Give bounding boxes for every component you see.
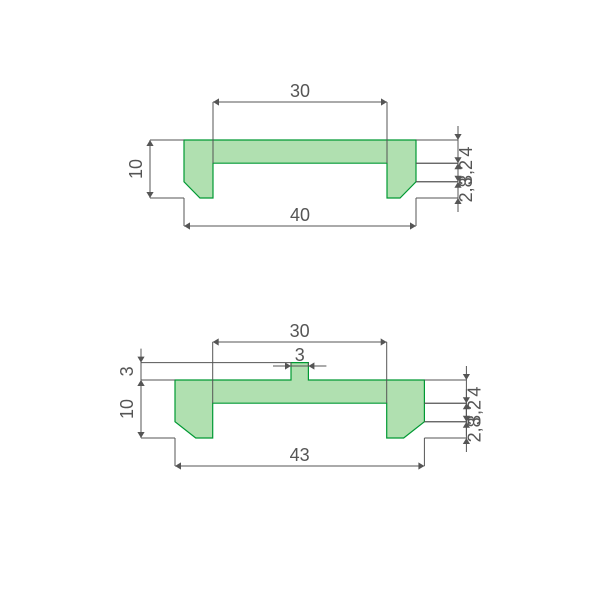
dim-label: 4 [456, 147, 476, 157]
dim-label: 30 [290, 321, 310, 341]
dim-label: 2,8 [456, 177, 476, 202]
dim-label: 10 [117, 399, 137, 419]
top-profile [184, 140, 416, 198]
dim-label: 2,8 [464, 417, 484, 442]
dim-label: 10 [126, 159, 146, 179]
dim-label: 3 [117, 366, 137, 376]
dim-label: 30 [290, 81, 310, 101]
dim-label: 4 [464, 387, 484, 397]
dim-label: 40 [290, 205, 310, 225]
dim-label: 43 [290, 445, 310, 465]
dim-label: 3 [295, 345, 305, 365]
drawing-canvas: 30401043,22,83034310343,22,8 [0, 0, 600, 600]
